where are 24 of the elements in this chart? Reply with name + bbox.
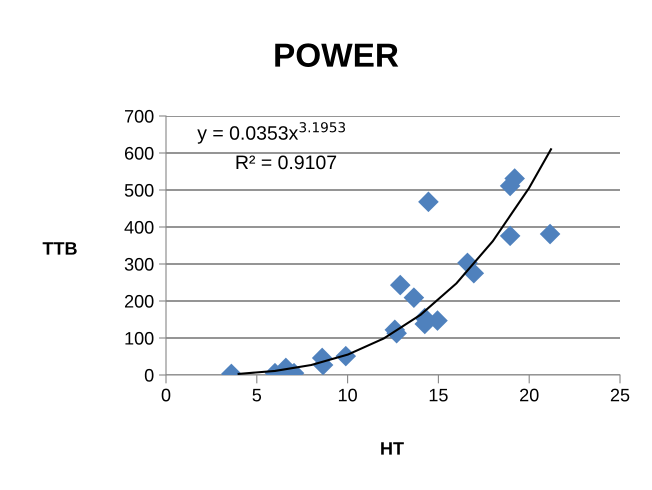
y-tick-label: 400 (124, 220, 154, 234)
point (540, 224, 560, 244)
y-axis-title: TTB (42, 242, 77, 255)
y-tick-label: 500 (124, 184, 154, 197)
y-tick-label: 700 (125, 110, 154, 123)
x-tick-label: 0 (162, 388, 170, 402)
x-tick-label: 25 (610, 388, 630, 402)
point (390, 274, 411, 296)
point (500, 226, 520, 246)
annotation: y = 0.0353x$^{3.1953}$ (197, 122, 346, 144)
point (418, 192, 439, 212)
y-tick-label: 200 (124, 294, 154, 308)
chart-title: POWER (275, 43, 398, 67)
y-tick-label: 0 (144, 368, 154, 382)
annotation: R² = 0.9107 (236, 155, 336, 170)
x-tick-label: 5 (252, 388, 262, 402)
x-tick-label: 20 (520, 388, 539, 402)
y-tick-label: 300 (124, 258, 154, 271)
y-tick-label: 600 (124, 146, 154, 160)
x-axis-title: HT (381, 442, 404, 455)
point (404, 287, 424, 308)
x-tick-label: 10 (338, 388, 357, 402)
x-tick-label: 15 (430, 388, 448, 402)
y-tick-label: 100 (125, 332, 154, 345)
